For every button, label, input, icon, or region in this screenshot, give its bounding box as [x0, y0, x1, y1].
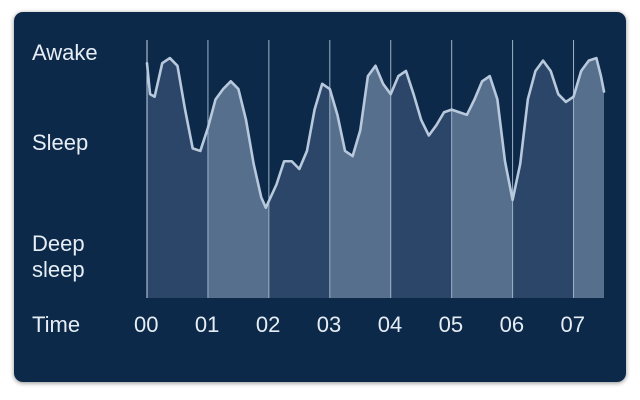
hour-band [573, 58, 604, 298]
hour-band [390, 58, 452, 298]
x-tick-label: 01 [194, 312, 220, 337]
y-tick-label: Sleep [32, 130, 89, 156]
x-tick-label: 03 [316, 312, 342, 337]
x-axis-label: Time [32, 312, 81, 337]
hour-band [512, 58, 574, 298]
x-tick-label: 06 [499, 312, 525, 337]
hour-band [207, 58, 269, 298]
y-tick-label: Awake [32, 39, 98, 65]
x-tick-label: 07 [560, 312, 586, 337]
x-tick-label: 00 [134, 312, 159, 337]
x-tick-label: 02 [255, 312, 281, 337]
y-tick-label: Deep sleep [32, 230, 85, 282]
hour-band [451, 58, 513, 298]
sleep-line [145, 56, 606, 209]
hour-band [147, 58, 208, 298]
x-tick-label: 05 [438, 312, 464, 337]
x-tick-label: 04 [377, 312, 403, 337]
